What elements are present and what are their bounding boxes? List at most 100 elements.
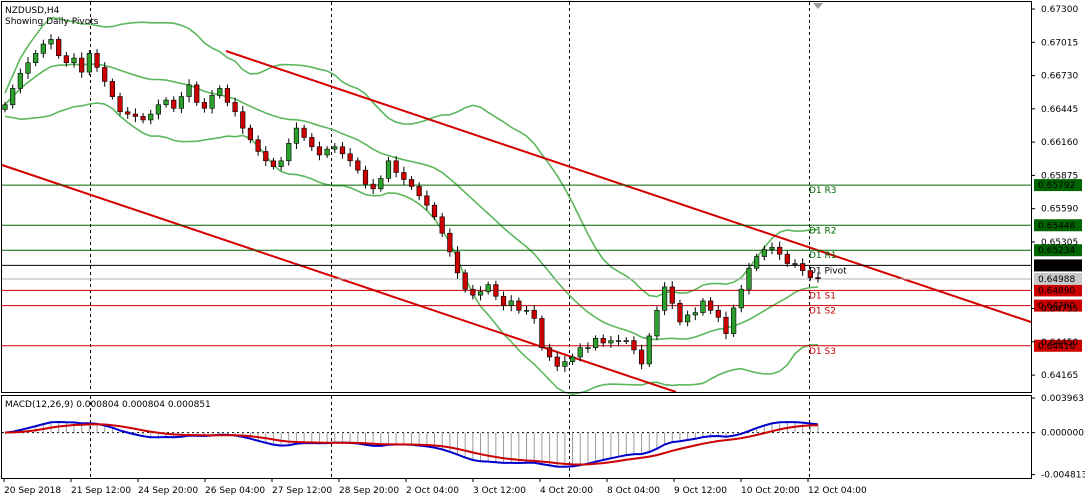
candle[interactable]	[608, 335, 614, 348]
candle[interactable]	[470, 284, 476, 300]
candle[interactable]	[339, 142, 346, 159]
candle[interactable]	[715, 305, 721, 323]
candle[interactable]	[485, 281, 491, 295]
candle[interactable]	[140, 113, 146, 124]
candle[interactable]	[178, 91, 185, 114]
candle[interactable]	[631, 336, 637, 355]
candle[interactable]	[25, 56, 31, 79]
candle[interactable]	[278, 156, 284, 171]
candle[interactable]	[815, 273, 821, 283]
candle[interactable]	[186, 79, 192, 103]
candle[interactable]	[416, 182, 422, 201]
candle[interactable]	[117, 92, 123, 116]
candle[interactable]	[48, 34, 54, 50]
candle[interactable]	[500, 291, 507, 311]
candle[interactable]	[301, 124, 307, 141]
candle[interactable]	[148, 109, 154, 125]
candle[interactable]	[401, 166, 407, 186]
candle[interactable]	[385, 156, 392, 183]
candle[interactable]	[370, 178, 376, 195]
candle[interactable]	[569, 353, 576, 366]
candle[interactable]	[761, 245, 767, 261]
candle[interactable]	[86, 49, 92, 76]
candle[interactable]	[209, 90, 215, 114]
candle[interactable]	[654, 306, 660, 340]
candle[interactable]	[777, 241, 783, 260]
candle[interactable]	[685, 310, 691, 327]
candle[interactable]	[723, 311, 729, 340]
candle[interactable]	[800, 258, 806, 276]
candle[interactable]	[531, 305, 537, 324]
candle[interactable]	[316, 141, 323, 161]
candle[interactable]	[431, 202, 438, 220]
candle[interactable]	[708, 297, 714, 315]
candle[interactable]	[454, 246, 461, 279]
candle[interactable]	[554, 352, 560, 372]
candle[interactable]	[508, 295, 514, 312]
candle[interactable]	[769, 242, 775, 255]
channel-upper-line[interactable]	[225, 50, 1032, 323]
candle[interactable]	[332, 142, 338, 153]
candle[interactable]	[424, 190, 430, 211]
candle[interactable]	[493, 280, 499, 301]
candle[interactable]	[155, 99, 161, 120]
shift-marker-icon[interactable]	[813, 3, 823, 9]
candle[interactable]	[615, 334, 622, 347]
candle[interactable]	[102, 62, 108, 87]
candle[interactable]	[362, 165, 369, 189]
candle[interactable]	[784, 250, 790, 267]
candle[interactable]	[600, 334, 606, 347]
candle[interactable]	[224, 84, 231, 107]
candle[interactable]	[201, 98, 208, 113]
candle[interactable]	[669, 281, 675, 309]
candle[interactable]	[408, 176, 415, 190]
candle[interactable]	[33, 49, 39, 67]
candle[interactable]	[738, 284, 744, 313]
candle[interactable]	[662, 282, 668, 316]
candle[interactable]	[355, 157, 361, 174]
candle[interactable]	[17, 68, 23, 94]
candle[interactable]	[217, 85, 223, 99]
candle[interactable]	[562, 355, 568, 373]
candle[interactable]	[347, 148, 353, 167]
candle[interactable]	[585, 342, 591, 353]
candle[interactable]	[638, 344, 645, 370]
candle[interactable]	[592, 335, 599, 351]
candle[interactable]	[746, 262, 752, 295]
candle[interactable]	[263, 146, 269, 167]
candle[interactable]	[731, 304, 737, 338]
candle[interactable]	[546, 343, 553, 361]
candle[interactable]	[2, 101, 8, 113]
candle[interactable]	[539, 315, 545, 351]
candle[interactable]	[63, 51, 69, 67]
candle[interactable]	[293, 122, 300, 150]
candle[interactable]	[516, 297, 522, 314]
candle[interactable]	[79, 52, 85, 78]
candle[interactable]	[807, 267, 813, 281]
candle[interactable]	[677, 299, 683, 326]
candle[interactable]	[163, 97, 169, 108]
candle[interactable]	[378, 175, 384, 192]
candle[interactable]	[71, 53, 77, 68]
candle[interactable]	[94, 49, 100, 72]
candle[interactable]	[10, 84, 16, 109]
candle[interactable]	[255, 135, 261, 156]
candle[interactable]	[125, 106, 131, 119]
candle[interactable]	[132, 108, 138, 123]
candle[interactable]	[523, 305, 530, 315]
candle[interactable]	[577, 343, 583, 362]
candle[interactable]	[232, 97, 238, 117]
candle[interactable]	[439, 212, 445, 238]
candle[interactable]	[393, 156, 399, 178]
candle[interactable]	[194, 81, 200, 106]
candle[interactable]	[623, 337, 629, 345]
candle[interactable]	[646, 333, 652, 367]
candle[interactable]	[477, 286, 484, 301]
candle[interactable]	[40, 39, 46, 58]
candle[interactable]	[270, 157, 277, 170]
candle[interactable]	[700, 298, 706, 316]
candle[interactable]	[754, 253, 760, 272]
candle[interactable]	[247, 124, 254, 144]
candle[interactable]	[792, 259, 798, 268]
